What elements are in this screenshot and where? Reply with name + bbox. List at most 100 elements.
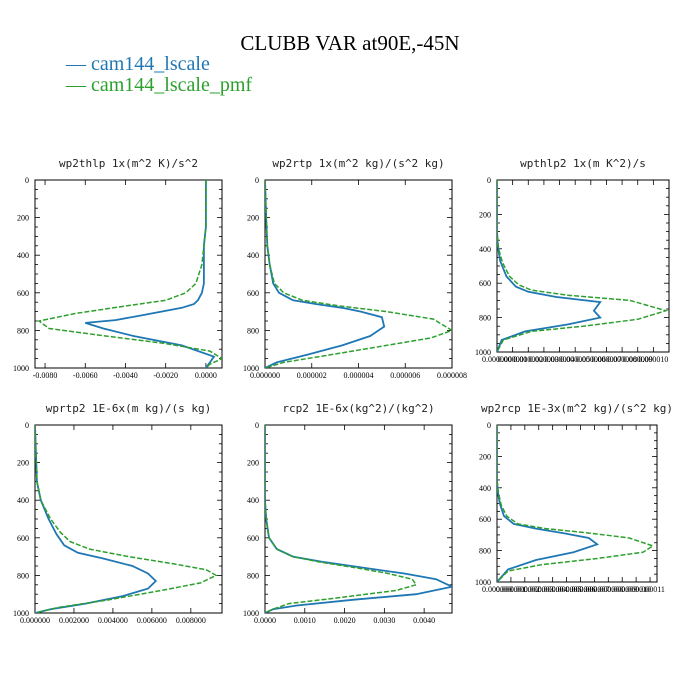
x-tick-label: 0.000007 [579, 585, 609, 594]
x-tick-label: 0.000006 [390, 371, 420, 380]
plot-frame [264, 424, 453, 614]
x-tick-label: 0.000010 [638, 355, 668, 364]
x-tick-label: 0.0030 [373, 616, 395, 625]
x-tick-label: 0.000008 [607, 355, 637, 364]
y-tick-label: 0 [255, 421, 259, 430]
x-tick-label: 0.0010 [294, 616, 316, 625]
x-tick-label: 0.000001 [498, 355, 528, 364]
y-tick-label: 200 [17, 459, 29, 468]
panel-title: wprtp2 1E-6x(m kg)/(s kg) [46, 402, 212, 415]
panel-title: rcp2 1E-6x(kg^2)/(kg^2) [282, 402, 434, 415]
x-tick-label: -0.0040 [113, 371, 138, 380]
y-tick-label: 600 [17, 534, 29, 543]
y-tick-label: 600 [17, 289, 29, 298]
y-tick-label: 800 [479, 314, 491, 323]
x-tick-label: 0.000005 [560, 355, 590, 364]
x-tick-label: 0.000011 [635, 585, 665, 594]
x-tick-label: 0.000000 [482, 355, 512, 364]
series-line-cam144-lscale [265, 425, 452, 613]
y-tick-label: 400 [17, 251, 29, 260]
x-tick-label: 0.000009 [607, 585, 637, 594]
series-line-cam144-lscale-pmf [35, 425, 218, 613]
y-tick-label: 0 [255, 176, 259, 185]
y-tick-label: 400 [479, 245, 491, 254]
x-tick-label: 0.000010 [621, 585, 651, 594]
series-line-cam144-lscale [35, 425, 158, 613]
y-tick-label: 400 [17, 496, 29, 505]
y-tick-label: 800 [479, 547, 491, 556]
x-tick-label: 0.000004 [344, 371, 374, 380]
x-tick-label: 0.000008 [593, 585, 623, 594]
legend-entry-lscale: — cam144_lscale [65, 53, 210, 75]
y-tick-label: 400 [247, 496, 259, 505]
x-tick-label: 0.008000 [176, 616, 206, 625]
y-tick-label: 400 [479, 484, 491, 493]
panel-title: wpthlp2 1x(m K^2)/s [520, 157, 646, 170]
x-tick-label: 0.000004 [538, 585, 568, 594]
x-tick-label: 0.0000 [254, 616, 276, 625]
y-tick-label: 1000 [243, 364, 259, 373]
y-tick-label: 200 [17, 214, 29, 223]
figure-title: CLUBB VAR at90E,-45N [240, 31, 459, 55]
x-tick-label: 0.000003 [524, 585, 554, 594]
x-tick-label: 0.000008 [437, 371, 467, 380]
x-tick-label: 0.000000 [20, 616, 50, 625]
panel-1: wp2thlp 1x(m^2 K)/s^2 0 200 400 600 800 1000 -0… [13, 157, 223, 380]
x-tick-label: 0.0000 [195, 371, 217, 380]
series-line-cam144-lscale-pmf [497, 425, 655, 582]
x-tick-label: 0.000006 [565, 585, 595, 594]
y-tick-label: 0 [25, 176, 29, 185]
panel-title: wp2rtp 1x(m^2 kg)/(s^2 kg) [272, 157, 444, 170]
x-tick-label: 0.000001 [496, 585, 526, 594]
series-line-cam144-lscale-pmf [265, 425, 418, 613]
y-tick-label: 1000 [13, 364, 29, 373]
x-tick-label: 0.000004 [545, 355, 575, 364]
y-tick-label: 1000 [13, 609, 29, 618]
x-tick-label: 0.000007 [591, 355, 621, 364]
x-tick-label: 0.000009 [623, 355, 653, 364]
x-tick-label: 0.006000 [137, 616, 167, 625]
x-tick-label: 0.004000 [98, 616, 128, 625]
panel-2: wp2rtp 1x(m^2 kg)/(s^2 kg) 0 200 400 600 800 1… [243, 157, 467, 380]
y-tick-label: 200 [479, 210, 491, 219]
y-tick-label: 600 [247, 534, 259, 543]
series-line-cam144-lscale [265, 180, 386, 368]
y-tick-label: 0 [25, 421, 29, 430]
x-tick-label: 0.000000 [250, 371, 280, 380]
y-tick-label: 1000 [243, 609, 259, 618]
x-tick-label: 0.0040 [413, 616, 435, 625]
series-line-cam144-lscale-pmf [265, 180, 452, 368]
y-tick-label: 800 [17, 326, 29, 335]
plot-frame [34, 179, 223, 369]
y-tick-label: 0 [487, 176, 491, 185]
x-tick-label: 0.002000 [59, 616, 89, 625]
y-tick-label: 600 [247, 289, 259, 298]
series-line-cam144-lscale-pmf [497, 180, 669, 352]
x-tick-label: 0.000005 [552, 585, 582, 594]
panel-6: wp2rcp 1E-3x(m^2 kg)/(s^2 kg) 0 200 400 600 8… [475, 402, 673, 594]
y-tick-label: 600 [479, 515, 491, 524]
y-tick-label: 200 [247, 214, 259, 223]
x-tick-label: 0.000000 [482, 585, 512, 594]
x-tick-label: -0.0080 [33, 371, 58, 380]
panel-5: rcp2 1E-6x(kg^2)/(kg^2) 0 200 400 600 800 1000… [243, 402, 453, 625]
x-tick-label: -0.0060 [73, 371, 98, 380]
y-tick-label: 400 [247, 251, 259, 260]
y-tick-label: 200 [479, 452, 491, 461]
plot-frame [496, 424, 658, 583]
y-tick-label: 600 [479, 279, 491, 288]
x-tick-label: 0.000003 [529, 355, 559, 364]
x-tick-label: 0.000002 [510, 585, 540, 594]
x-tick-label: 0.000002 [513, 355, 543, 364]
x-tick-label: 0.0020 [334, 616, 356, 625]
panel-4: wprtp2 1E-6x(m kg)/(s kg) 0 200 400 600 800 10… [13, 402, 223, 625]
x-tick-label: -0.0020 [153, 371, 178, 380]
y-tick-label: 1000 [475, 348, 491, 357]
y-tick-label: 1000 [475, 578, 491, 587]
panels-grid: wp2thlp 1x(m^2 K)/s^2 0 200 400 600 800 1000 -0… [13, 157, 673, 625]
series-line-cam144-lscale [85, 180, 216, 368]
x-tick-label: 0.000002 [297, 371, 327, 380]
y-tick-label: 800 [17, 571, 29, 580]
panel-3: wpthlp2 1x(m K^2)/s020040060080010000.00… [475, 157, 670, 364]
